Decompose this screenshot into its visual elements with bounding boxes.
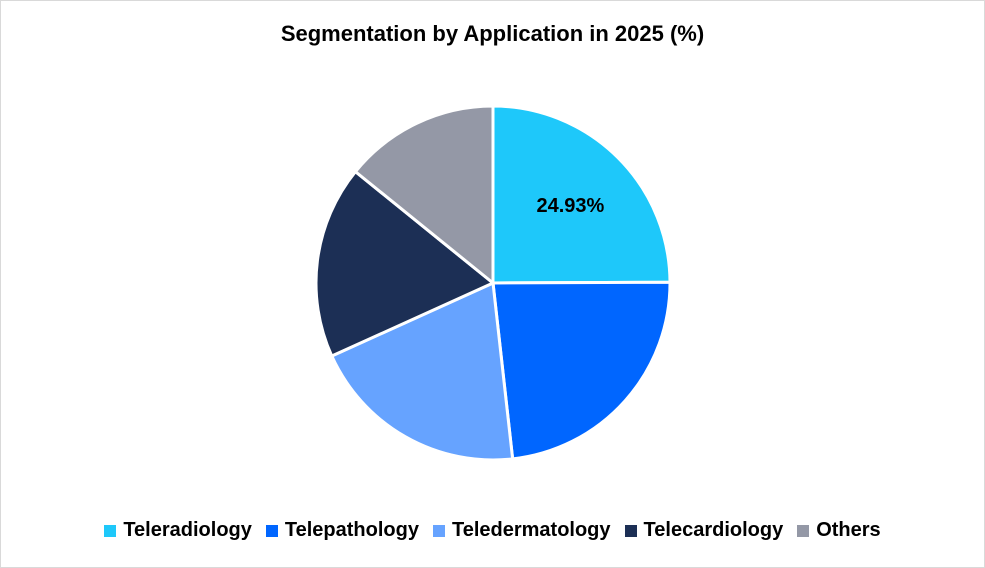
legend-label: Teleradiology: [123, 519, 252, 541]
legend-swatch: [265, 524, 278, 537]
legend-item: Teleradiology: [104, 519, 252, 542]
legend-swatch: [624, 524, 637, 537]
pie-slice-teleradiology: [491, 104, 672, 285]
legend-item: Telecardiology: [624, 519, 784, 542]
legend-label: Teledermatology: [451, 519, 611, 541]
legend-item: Others: [797, 519, 881, 542]
data-label: 24.93%: [537, 195, 605, 217]
pie-slice-telecardiology: [314, 169, 496, 359]
legend-item: Teledermatology: [432, 519, 611, 542]
pie-slice-telepathology: [491, 280, 672, 461]
chart-title: Segmentation by Application in 2025 (%): [280, 21, 705, 46]
legend-label: Others: [816, 519, 881, 541]
legend-swatch: [797, 524, 810, 537]
pie-slice-teledermatology: [329, 280, 515, 462]
legend-item: Telepathology: [265, 519, 419, 542]
legend-label: Telepathology: [284, 519, 419, 541]
legend-swatch: [432, 524, 445, 537]
legend: Teleradiology Telepathology Teledermatolog…: [1, 519, 984, 542]
legend-label: Telecardiology: [643, 519, 784, 541]
legend-swatch: [104, 524, 117, 537]
pie-slice-others: [353, 104, 495, 287]
